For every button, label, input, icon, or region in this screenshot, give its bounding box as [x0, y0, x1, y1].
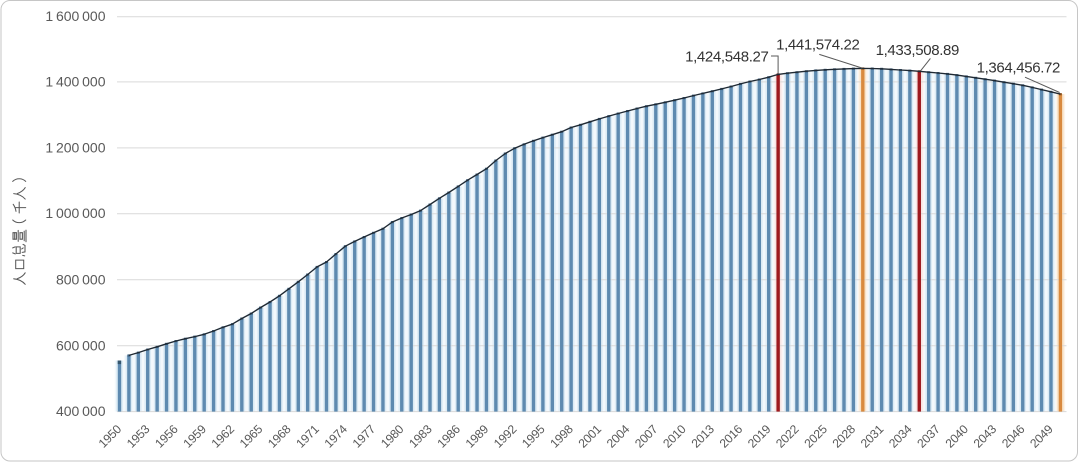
svg-text:400 000: 400 000: [56, 403, 106, 419]
svg-text:1 000 000: 1 000 000: [45, 205, 105, 221]
svg-text:1,433,508.89: 1,433,508.89: [876, 42, 959, 59]
svg-text:1 600 000: 1 600 000: [45, 8, 105, 24]
svg-text:800 000: 800 000: [56, 271, 106, 287]
svg-text:1 200 000: 1 200 000: [45, 139, 105, 155]
svg-text:1,364,456.72: 1,364,456.72: [977, 60, 1060, 77]
svg-text:1 400 000: 1 400 000: [45, 73, 105, 89]
svg-text:600 000: 600 000: [56, 337, 106, 353]
svg-text:1,441,574.22: 1,441,574.22: [776, 36, 859, 53]
svg-text:1,424,548.27: 1,424,548.27: [685, 49, 768, 66]
